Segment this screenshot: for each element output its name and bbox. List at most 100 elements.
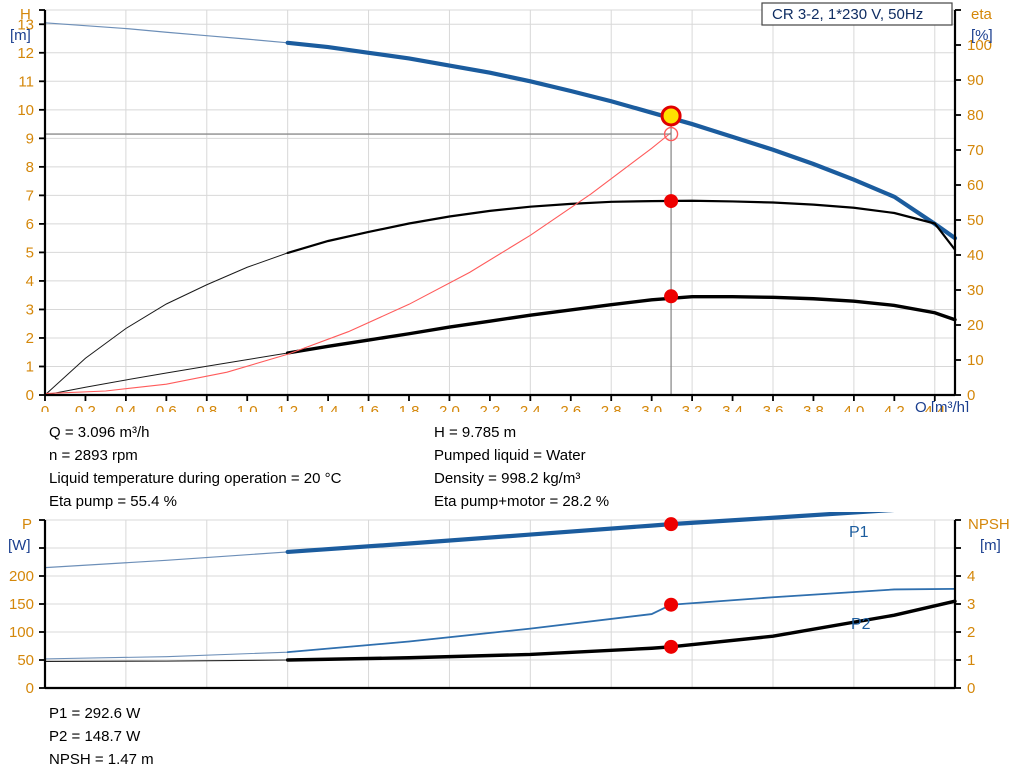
svg-text:3.2: 3.2 (682, 403, 703, 412)
duty-info-temperature: Liquid temperature during operation = 20… (49, 470, 342, 487)
head-curve (285, 40, 958, 241)
svg-text:0: 0 (967, 387, 975, 404)
svg-text:1.4: 1.4 (318, 403, 339, 412)
power-npsh-chart: 0 50 100 150 200 0 1 2 3 4 P [W] NPSH [m] P1 P2 (8, 512, 1010, 697)
svg-text:3.0: 3.0 (641, 403, 662, 412)
power-info-npsh: NPSH = 1.47 m (49, 751, 154, 768)
svg-text:5: 5 (26, 244, 34, 261)
svg-text:0.4: 0.4 (115, 403, 136, 412)
svg-text:10: 10 (17, 102, 34, 119)
svg-text:90: 90 (967, 72, 984, 89)
svg-text:20: 20 (967, 317, 984, 334)
duty-info-left-column: Q = 3.096 m³/h n = 2893 rpm Liquid tempe… (49, 421, 341, 513)
svg-text:1.8: 1.8 (399, 403, 420, 412)
svg-text:50: 50 (967, 212, 984, 229)
svg-text:2.8: 2.8 (601, 403, 622, 412)
top-y-right-unit: [%] (971, 27, 993, 44)
svg-text:1.0: 1.0 (237, 403, 258, 412)
top-y-left-label: H (20, 6, 31, 23)
svg-text:3.6: 3.6 (763, 403, 784, 412)
svg-text:80: 80 (967, 107, 984, 124)
npsh-duty-marker (664, 639, 679, 654)
bottom-axis-tick-labels: 0 50 100 150 200 0 1 2 3 4 (9, 568, 975, 697)
svg-text:0: 0 (41, 403, 49, 412)
top-horizontal-gridlines (45, 9, 955, 367)
svg-text:3.4: 3.4 (722, 403, 743, 412)
duty-info-liquid: Pumped liquid = Water (434, 447, 586, 464)
eta-pump-motor-duty-marker (664, 289, 679, 304)
svg-text:3: 3 (26, 301, 34, 318)
svg-text:2.2: 2.2 (479, 403, 500, 412)
eta-pump-motor-curve (285, 294, 957, 355)
title-box (761, 2, 953, 26)
power-info-p2: P2 = 148.7 W (49, 728, 141, 745)
svg-text:0.6: 0.6 (156, 403, 177, 412)
duty-info-h: H = 9.785 m (434, 424, 517, 441)
svg-text:3.8: 3.8 (803, 403, 824, 412)
p1-series-tag: P1 (849, 524, 869, 541)
duty-info-density: Density = 998.2 kg/m³ (434, 470, 581, 487)
p2-duty-marker (664, 597, 679, 612)
svg-text:0: 0 (26, 387, 34, 404)
head-efficiency-chart: 0 0.2 0.4 0.6 0.8 1.0 1.2 1.4 1.6 1.8 2.0 2.2 2.4 2.6… (10, 2, 993, 412)
svg-text:60: 60 (967, 177, 984, 194)
svg-text:11: 11 (18, 73, 34, 90)
duty-info-q: Q = 3.096 m³/h (49, 424, 150, 441)
duty-info-right-column: H = 9.785 m Pumped liquid = Water Densit… (434, 421, 609, 513)
svg-text:150: 150 (9, 596, 34, 613)
duty-info-eta-pump-motor: Eta pump+motor = 28.2 % (434, 493, 610, 510)
eta-pump-curve (286, 199, 957, 254)
p2-series-tag: P2 (851, 616, 871, 633)
svg-text:40: 40 (967, 247, 984, 264)
p2-curve (286, 587, 956, 654)
svg-text:1.2: 1.2 (277, 403, 298, 412)
top-axis-tick-labels: 0 0.2 0.4 0.6 0.8 1.0 1.2 1.4 1.6 1.8 2.0 2.2 2.4 2.6… (17, 16, 992, 412)
svg-text:13: 13 (17, 16, 34, 33)
svg-text:100: 100 (967, 37, 992, 54)
svg-text:200: 200 (9, 568, 34, 585)
svg-text:0.8: 0.8 (196, 403, 217, 412)
eta-pump-duty-marker (664, 194, 679, 209)
svg-text:4.2: 4.2 (884, 403, 905, 412)
svg-text:2.6: 2.6 (560, 403, 581, 412)
svg-text:8: 8 (26, 159, 34, 176)
svg-text:10: 10 (967, 352, 984, 369)
p1-duty-marker (664, 517, 679, 532)
bottom-y-right-unit: [m] (980, 537, 1001, 554)
svg-text:30: 30 (967, 282, 984, 299)
svg-text:0.2: 0.2 (75, 403, 96, 412)
duty-info-n: n = 2893 rpm (49, 447, 138, 464)
svg-text:12: 12 (17, 45, 34, 62)
p1-curve (285, 512, 895, 555)
bottom-y-left-label: P (22, 516, 32, 533)
svg-text:70: 70 (967, 142, 984, 159)
bottom-y-right-label: NPSH (968, 516, 1010, 533)
bottom-axis-ticks (39, 519, 961, 689)
system-curve (44, 132, 672, 395)
svg-text:9: 9 (26, 130, 34, 147)
duty-info-eta-pump: Eta pump = 55.4 % (49, 493, 177, 510)
system-curve-duty-marker (663, 126, 679, 142)
svg-text:4.4: 4.4 (924, 403, 945, 412)
svg-text:2.4: 2.4 (520, 403, 541, 412)
top-y-right-label: eta (971, 6, 993, 23)
svg-text:0: 0 (967, 680, 975, 697)
svg-text:4: 4 (26, 273, 34, 290)
top-y-left-unit: [m] (10, 27, 31, 44)
svg-text:50: 50 (17, 652, 34, 669)
bottom-y-left-unit: [W] (8, 537, 31, 554)
title-box-text: CR 3-2, 1*230 V, 50Hz (772, 6, 923, 23)
svg-text:3: 3 (967, 596, 975, 613)
top-plot-background (45, 10, 955, 395)
svg-text:6: 6 (26, 216, 34, 233)
duty-point-marker[interactable] (660, 105, 682, 127)
power-info-block: P1 = 292.6 W P2 = 148.7 W NPSH = 1.47 m (49, 702, 154, 771)
svg-text:4.0: 4.0 (843, 403, 864, 412)
svg-text:1.6: 1.6 (358, 403, 379, 412)
svg-text:7: 7 (26, 187, 34, 204)
svg-text:2.0: 2.0 (439, 403, 460, 412)
svg-text:100: 100 (9, 624, 34, 641)
npsh-curve (285, 599, 957, 662)
svg-text:2: 2 (967, 624, 975, 641)
